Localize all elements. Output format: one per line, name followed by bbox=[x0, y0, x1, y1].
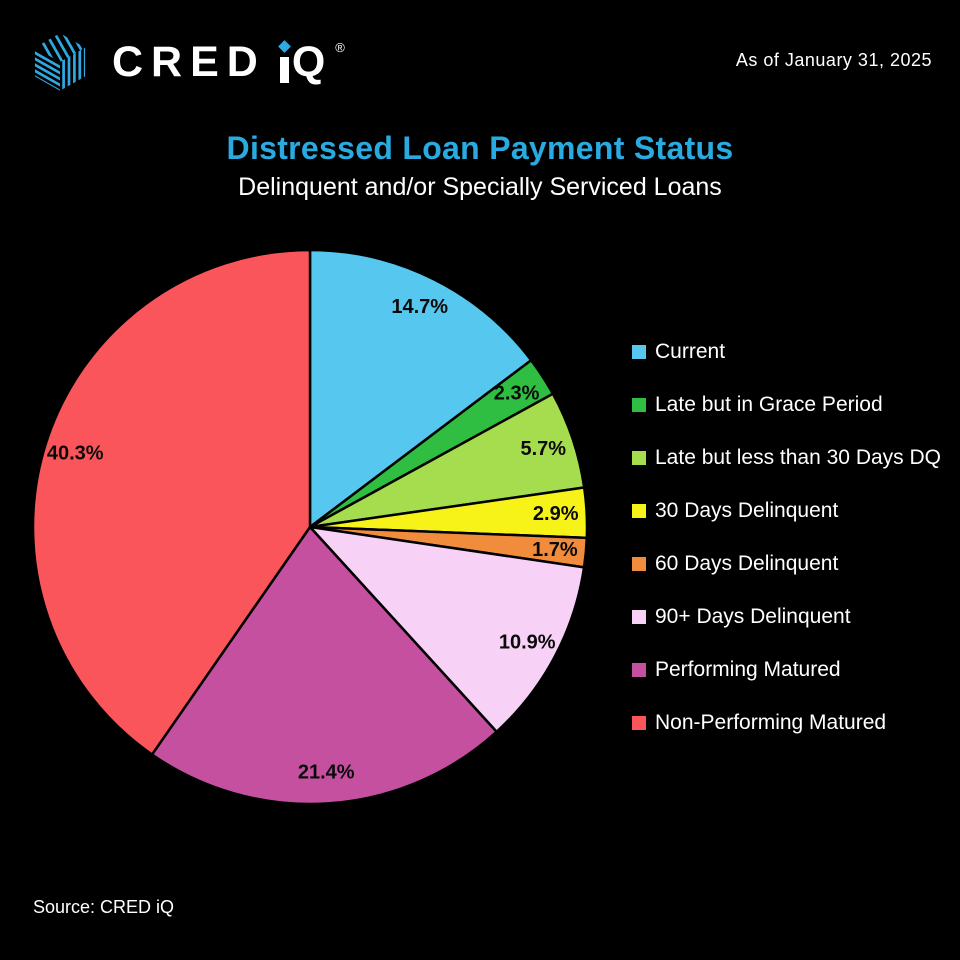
registered-mark: ® bbox=[335, 40, 345, 55]
legend-swatch bbox=[632, 344, 646, 359]
legend-label: 30 Days Delinquent bbox=[655, 498, 839, 522]
legend-label: Non-Performing Matured bbox=[655, 710, 887, 734]
pie-slice-label: 5.7% bbox=[521, 438, 567, 460]
legend-swatch bbox=[632, 397, 646, 412]
legend-item: Current bbox=[632, 338, 941, 365]
pie-slice-7 bbox=[31, 248, 312, 756]
pie-slice-label: 14.7% bbox=[391, 296, 448, 318]
pie-slice-label: 10.9% bbox=[499, 632, 556, 654]
legend-swatch bbox=[632, 503, 646, 518]
pie-slice-label: 1.7% bbox=[532, 539, 578, 561]
legend-item: 60 Days Delinquent bbox=[632, 550, 941, 577]
legend-item: 30 Days Delinquent bbox=[632, 497, 941, 524]
legend: Current Late but in Grace Period Late but … bbox=[632, 338, 941, 762]
logo-text-cred: CRED bbox=[112, 38, 266, 86]
legend-label: Current bbox=[655, 339, 726, 363]
pie-slice-label: 2.3% bbox=[494, 382, 540, 404]
header: CRED Q ® As of January 31, 2025 bbox=[0, 0, 960, 110]
titles: Distressed Loan Payment Status Delinquen… bbox=[0, 130, 960, 202]
source-note: Source: CRED iQ bbox=[33, 897, 175, 917]
crediq-logo: CRED Q ® bbox=[30, 32, 345, 92]
legend-label: Late but in Grace Period bbox=[655, 392, 883, 416]
legend-item: Performing Matured bbox=[632, 656, 941, 683]
pie-slice-6 bbox=[150, 525, 498, 806]
page-subtitle: Delinquent and/or Specially Serviced Loa… bbox=[238, 173, 722, 201]
page-title: Distressed Loan Payment Status bbox=[226, 130, 734, 166]
logo-text-q: Q bbox=[291, 38, 334, 86]
pie-slice-5 bbox=[308, 525, 586, 733]
legend-label: Performing Matured bbox=[655, 657, 841, 681]
legend-swatch bbox=[632, 662, 646, 677]
legend-swatch bbox=[632, 556, 646, 571]
pie-slice-label: 40.3% bbox=[47, 443, 104, 465]
legend-label: 60 Days Delinquent bbox=[655, 551, 839, 575]
crediq-logo-icon bbox=[34, 33, 86, 91]
logo-letter-i bbox=[277, 40, 291, 83]
legend-item: 90+ Days Delinquent bbox=[632, 603, 941, 630]
legend-item: Late but in Grace Period bbox=[632, 391, 941, 418]
as-of-date: As of January 31, 2025 bbox=[735, 50, 932, 70]
legend-swatch bbox=[632, 450, 646, 465]
legend-label: 90+ Days Delinquent bbox=[655, 604, 851, 628]
pie-slice-label: 2.9% bbox=[533, 503, 579, 525]
legend-swatch bbox=[632, 715, 646, 730]
legend-label: Late but less than 30 Days DQ bbox=[655, 445, 941, 469]
legend-item: Non-Performing Matured bbox=[632, 709, 941, 736]
pie-slice-label: 21.4% bbox=[298, 762, 355, 784]
logo-i-stem bbox=[279, 57, 289, 83]
pie-slice-0 bbox=[308, 248, 533, 529]
logo-wordmark: CRED Q ® bbox=[112, 38, 345, 86]
legend-item: Late but less than 30 Days DQ bbox=[632, 444, 941, 471]
legend-swatch bbox=[632, 609, 646, 624]
